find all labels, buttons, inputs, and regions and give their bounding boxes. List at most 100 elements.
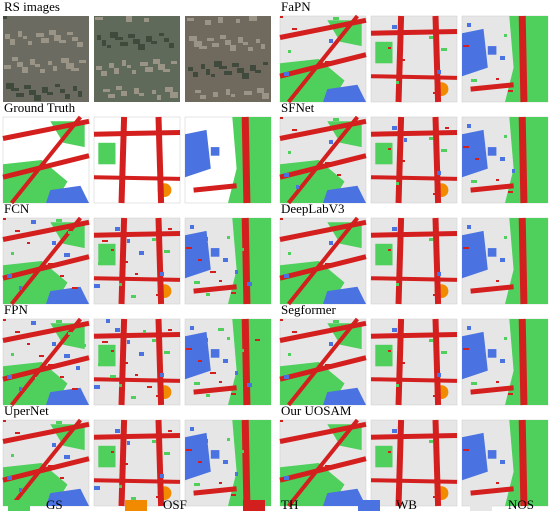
speck [280, 16, 283, 18]
road [518, 15, 528, 103]
building [158, 64, 165, 70]
speck [496, 179, 499, 181]
speck [127, 340, 130, 344]
speck [429, 36, 433, 39]
speck [463, 146, 469, 148]
building [55, 84, 60, 87]
speck [508, 191, 513, 193]
speck [284, 274, 289, 278]
road [241, 419, 251, 507]
speck [123, 362, 128, 364]
water [185, 230, 211, 279]
road [432, 419, 442, 507]
panel-label: Segformer [281, 302, 337, 317]
road [370, 331, 458, 339]
building [108, 94, 115, 98]
speck [321, 184, 325, 187]
building [201, 64, 205, 69]
building [73, 86, 77, 91]
speck [223, 460, 228, 464]
speck [7, 476, 12, 480]
water [462, 331, 488, 380]
building [218, 17, 223, 23]
speck [168, 430, 172, 432]
building [214, 61, 222, 67]
water [210, 450, 220, 459]
speck [127, 239, 130, 243]
water [462, 432, 488, 481]
panel-label: UperNet [4, 403, 49, 418]
building [212, 43, 219, 47]
tile [94, 16, 180, 102]
speck [260, 269, 264, 272]
speck [243, 327, 246, 329]
building [248, 47, 253, 51]
speck [11, 252, 14, 255]
building [146, 36, 152, 42]
speck [429, 440, 433, 443]
speck [280, 117, 283, 119]
speck [325, 162, 331, 164]
speck [110, 375, 116, 378]
road [470, 486, 514, 496]
tile [93, 419, 181, 507]
speck [119, 485, 122, 488]
building [78, 91, 82, 97]
speck [48, 263, 54, 265]
building [10, 39, 15, 45]
speck [429, 238, 433, 241]
speck [210, 372, 216, 374]
speck [433, 496, 439, 498]
speck [325, 61, 331, 63]
building [257, 88, 264, 93]
tile [370, 419, 458, 507]
speck [119, 384, 122, 387]
tile [2, 216, 90, 306]
speck [48, 364, 54, 366]
speck [76, 366, 80, 370]
speck [247, 383, 252, 387]
road [279, 52, 367, 79]
water [323, 488, 366, 506]
building [127, 65, 131, 68]
tile [184, 318, 272, 406]
road [470, 82, 514, 92]
speck [500, 460, 505, 464]
tile [93, 318, 181, 406]
speck [429, 137, 433, 140]
legend-label: TH [281, 497, 298, 512]
building [189, 36, 197, 41]
water [487, 147, 497, 156]
road [241, 217, 251, 305]
speck [392, 328, 397, 332]
water [323, 286, 366, 304]
speck [537, 370, 541, 373]
speck [11, 353, 14, 356]
water [487, 248, 497, 257]
tile [184, 116, 272, 204]
panel-label: SFNet [281, 100, 315, 115]
road [370, 230, 458, 238]
speck [508, 393, 513, 395]
speck [467, 23, 471, 27]
building [230, 45, 236, 51]
building [220, 35, 226, 39]
speck [44, 285, 48, 288]
building [236, 19, 240, 23]
green-space [98, 445, 116, 468]
road [287, 14, 359, 104]
speck [64, 455, 70, 459]
road [2, 355, 90, 382]
speck [219, 280, 222, 282]
speck [247, 282, 252, 286]
speck [433, 294, 439, 296]
road [518, 116, 528, 204]
building [101, 71, 107, 76]
speck [11, 454, 14, 457]
road [470, 385, 514, 395]
speck [119, 283, 122, 286]
speck [127, 441, 130, 445]
speck [396, 81, 399, 84]
